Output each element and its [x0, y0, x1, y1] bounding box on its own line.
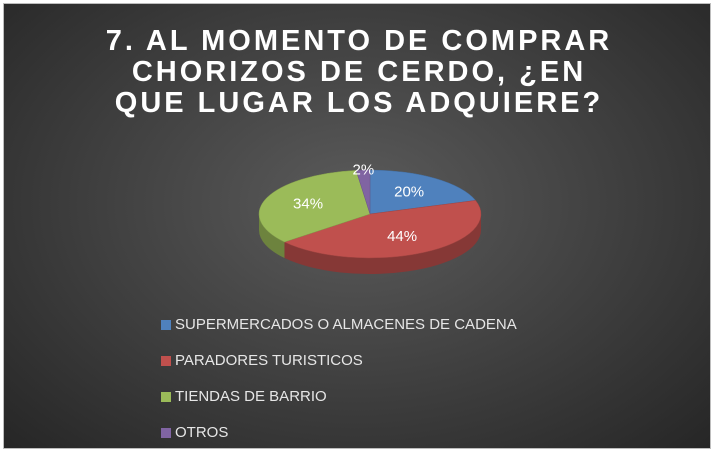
- legend-label: PARADORES TURISTICOS: [175, 352, 363, 369]
- pie-slice: [258, 170, 371, 243]
- legend-swatch: [161, 428, 171, 438]
- data-label: 44%: [387, 228, 417, 245]
- chart-title: 7. AL MOMENTO DE COMPRAR CHORIZOS DE CER…: [105, 25, 613, 119]
- pie-slice: [355, 169, 371, 215]
- pie-side: [259, 214, 285, 259]
- pie-side: [284, 214, 481, 275]
- legend-swatch: [161, 392, 171, 402]
- data-label: 20%: [394, 184, 424, 201]
- chart-frame: 7. AL MOMENTO DE COMPRAR CHORIZOS DE CER…: [3, 3, 711, 449]
- pie-slice: [369, 169, 477, 215]
- legend-swatch: [161, 320, 171, 330]
- legend-label: OTROS: [175, 424, 228, 441]
- legend-label: SUPERMERCADOS O ALMACENES DE CADENA: [175, 316, 517, 333]
- legend-swatch: [161, 356, 171, 366]
- pie-slice: [283, 200, 482, 259]
- data-label: 2%: [353, 161, 375, 178]
- chart: 20% 44% 34% 2% SUPERMERCADOS O ALMACENES DE …: [161, 161, 517, 441]
- legend-label: TIENDAS DE BARRIO: [175, 388, 327, 405]
- data-label: 34%: [293, 195, 323, 212]
